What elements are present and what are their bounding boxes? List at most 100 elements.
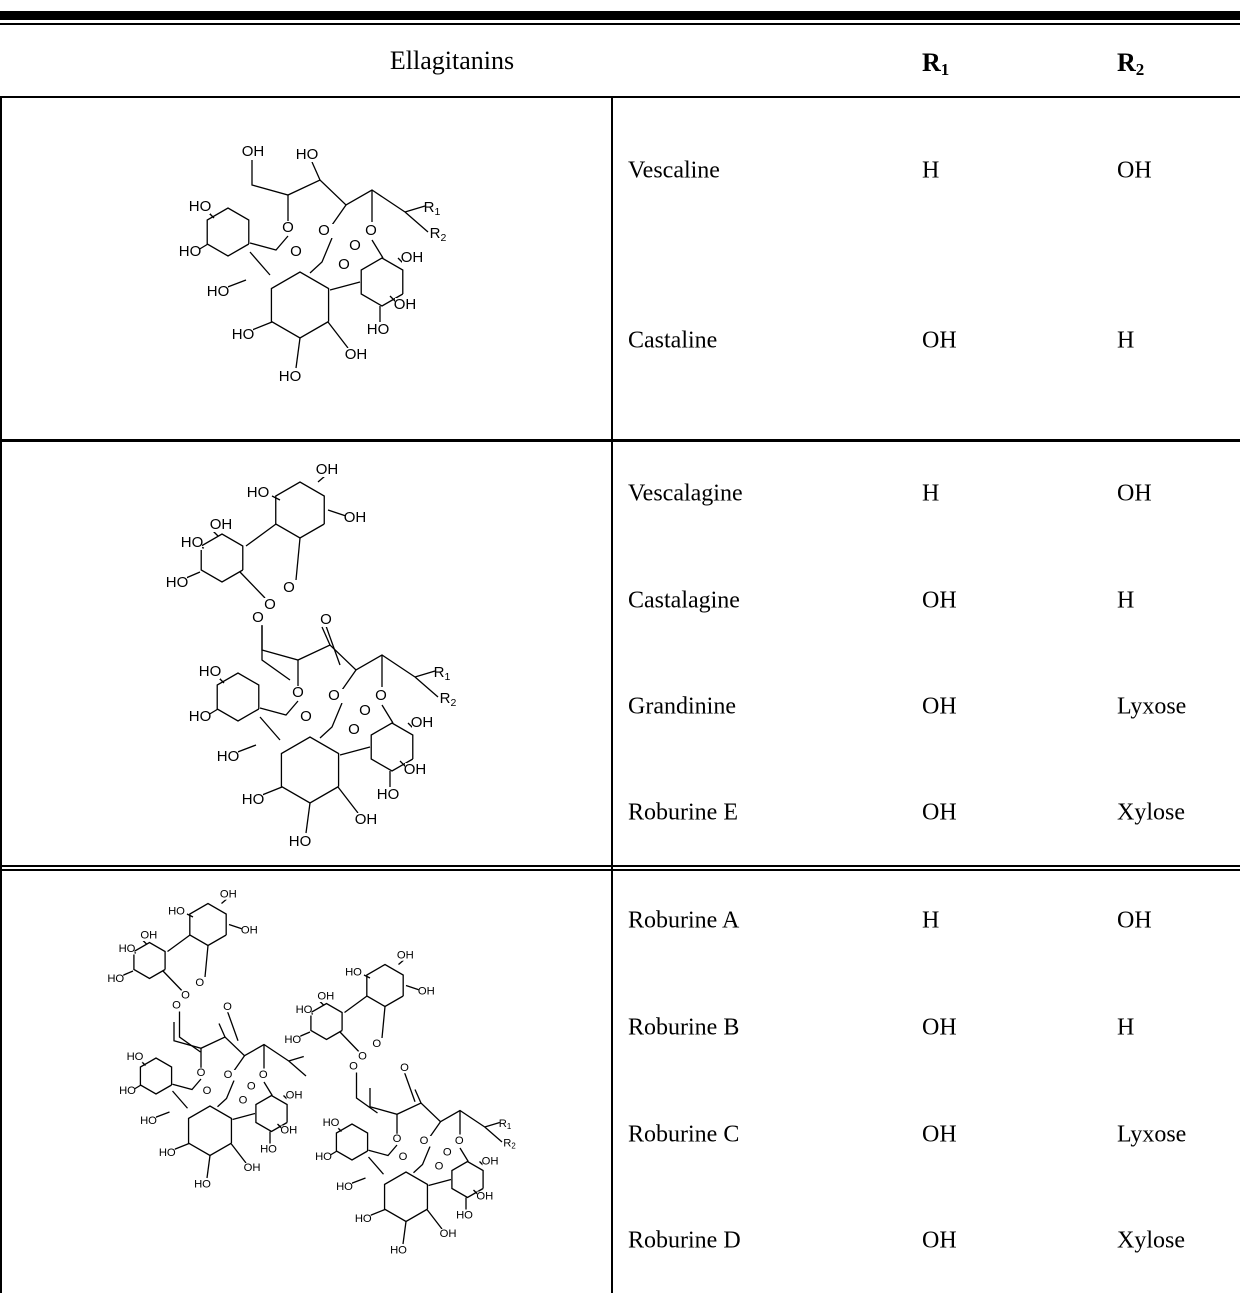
- bond: [349, 1177, 366, 1185]
- atom-bg: [199, 1085, 215, 1097]
- atom-bg: [402, 251, 422, 265]
- atom-subscript: 2: [441, 232, 447, 244]
- r1-value: OH: [922, 1122, 957, 1148]
- bond: [459, 1147, 469, 1162]
- atom-bg: [248, 486, 268, 500]
- bond: [295, 537, 301, 581]
- atom-label: HO: [247, 484, 270, 501]
- atom-label: OH: [401, 249, 424, 266]
- atom-symbol: R: [430, 225, 441, 242]
- r1-value: OH: [922, 694, 957, 720]
- atom-label: HO: [127, 1051, 144, 1063]
- bond: [233, 1055, 246, 1072]
- atom-subscript: 2: [511, 1142, 515, 1151]
- atom-bg: [346, 348, 366, 362]
- atom-label: R1: [424, 199, 441, 218]
- atom-label: HO: [181, 534, 204, 551]
- bond: [383, 1171, 429, 1223]
- r2-value: Lyxose: [1117, 694, 1186, 720]
- atom-label: HO: [207, 283, 230, 300]
- atom-bg: [218, 750, 238, 764]
- bond: [405, 984, 420, 991]
- bond: [249, 235, 289, 251]
- bond: [234, 744, 257, 754]
- bond: [251, 321, 273, 331]
- atom-label: OH: [345, 346, 368, 363]
- atom-label: OH: [476, 1191, 493, 1203]
- bond: [414, 1089, 422, 1104]
- atom-label: R2: [430, 225, 447, 244]
- atom-label: R1: [499, 1118, 512, 1131]
- bond: [404, 205, 426, 213]
- atom-bg: [190, 710, 210, 724]
- bond: [206, 207, 250, 257]
- atom-symbol: R: [440, 690, 451, 707]
- r1-value: OH: [922, 328, 957, 354]
- atom-label: O: [195, 977, 204, 989]
- bond: [335, 1123, 369, 1161]
- compound-name: Grandinine: [628, 694, 736, 720]
- atom-bg: [345, 511, 365, 525]
- atom-label: O: [348, 721, 360, 738]
- r1-value: OH: [922, 1228, 957, 1254]
- atom-bg: [482, 1156, 498, 1167]
- bond: [259, 716, 281, 741]
- atom-bg: [397, 950, 413, 961]
- atom-bg: [193, 1067, 209, 1079]
- atom-label: HO: [107, 973, 124, 985]
- bond: [339, 1031, 360, 1052]
- atom-label: O: [435, 1161, 444, 1173]
- atom-bg: [324, 689, 344, 703]
- header-title: Ellagitanins: [390, 46, 514, 75]
- compound-name: Roburine C: [628, 1122, 739, 1148]
- header-r2-sub: 2: [1136, 60, 1145, 79]
- atom-label: HO: [199, 663, 222, 680]
- atom-bg: [192, 977, 208, 989]
- atom-label: O: [264, 596, 276, 613]
- bond: [369, 1208, 386, 1217]
- r2-value: H: [1117, 328, 1134, 354]
- atom-bg: [368, 323, 388, 337]
- bond: [224, 279, 247, 289]
- bond: [200, 533, 244, 583]
- r2-value: OH: [1117, 481, 1152, 507]
- atom-label: O: [399, 1151, 408, 1163]
- atom-bg: [141, 1115, 156, 1127]
- atom-label: O: [318, 222, 330, 239]
- atom-label: HO: [119, 943, 136, 955]
- header-r1-text: R: [922, 48, 941, 77]
- atom-subscript: 1: [445, 671, 451, 683]
- bond: [321, 626, 331, 646]
- compound-name: Roburine B: [628, 1015, 739, 1041]
- atom-bg: [337, 1181, 352, 1193]
- atom-bg: [255, 1070, 271, 1081]
- atom-label: HO: [232, 326, 255, 343]
- bond: [173, 1022, 290, 1062]
- atom-bg: [361, 224, 381, 238]
- bond: [218, 1023, 226, 1038]
- atom-label: HO: [284, 1034, 301, 1046]
- atom-bg: [334, 258, 354, 272]
- atom-label: O: [197, 1067, 206, 1079]
- r2-value: OH: [1117, 158, 1152, 184]
- atom-label: OH: [286, 1089, 303, 1101]
- atom-bg: [345, 239, 365, 253]
- atom-symbol: R: [499, 1118, 507, 1130]
- r2-value: H: [1117, 1015, 1134, 1041]
- atom-bg: [286, 245, 306, 259]
- bond: [368, 1144, 398, 1157]
- bond: [366, 963, 404, 1008]
- atom-label: O: [372, 1038, 381, 1050]
- atom-bg: [323, 1118, 339, 1129]
- bond: [403, 1072, 416, 1102]
- atom-bg: [395, 298, 415, 312]
- atom-label: O: [400, 1062, 409, 1074]
- atom-bg: [248, 611, 268, 625]
- bond: [329, 281, 361, 291]
- bond: [185, 571, 201, 579]
- r2-value: OH: [1117, 908, 1152, 934]
- atom-bg: [244, 1163, 260, 1174]
- top-rule: [0, 11, 1240, 20]
